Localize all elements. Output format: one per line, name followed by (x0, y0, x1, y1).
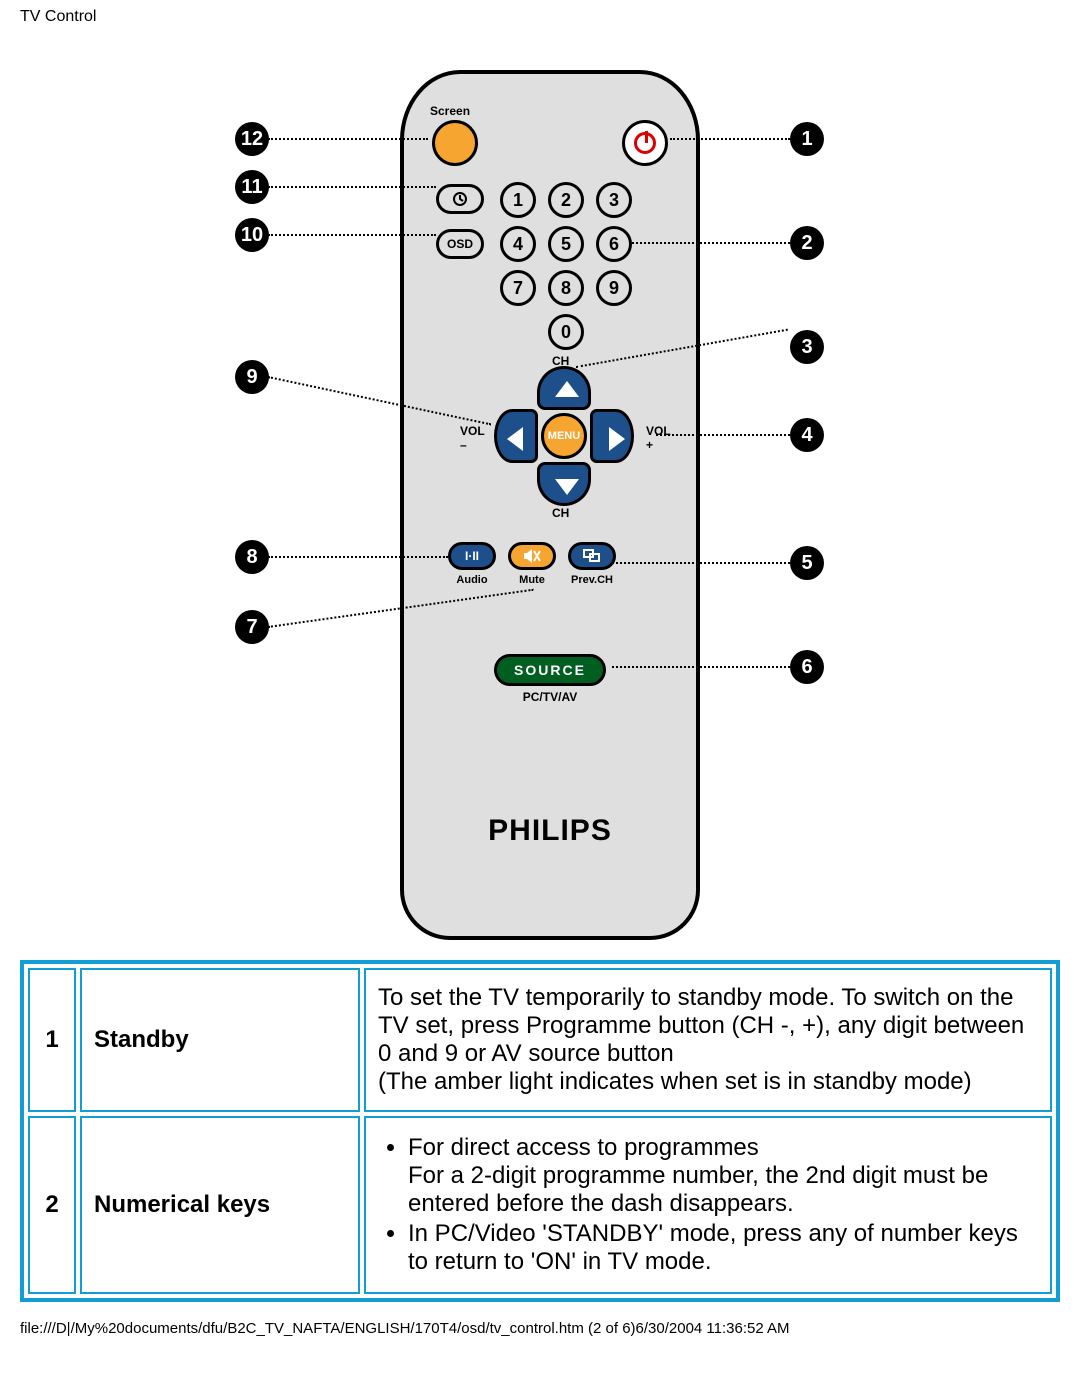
numkey-4: 4 (500, 226, 536, 262)
row-number: 2 (28, 1116, 76, 1294)
numkey-3: 3 (596, 182, 632, 218)
mute-button (508, 542, 556, 570)
numkey-2: 2 (548, 182, 584, 218)
leader-line (656, 434, 790, 436)
osd-button: OSD (436, 229, 484, 259)
nav-cluster: MENU (494, 366, 634, 506)
brand-logo: PHILIPS (404, 814, 696, 848)
table-row: 2 Numerical keys For direct access to pr… (28, 1116, 1052, 1294)
page-footer: file:///D|/My%20documents/dfu/B2C_TV_NAF… (0, 1302, 1080, 1347)
clock-button (436, 184, 484, 214)
numkey-9: 9 (596, 270, 632, 306)
callout-9: 9 (235, 360, 269, 394)
callout-8: 8 (235, 540, 269, 574)
audio-button: I·II (448, 542, 496, 570)
callout-11: 11 (235, 170, 269, 204)
callout-1: 1 (790, 122, 824, 156)
row-number: 1 (28, 968, 76, 1112)
numkey-0: 0 (548, 314, 584, 350)
numkey-7: 7 (500, 270, 536, 306)
leader-line (268, 138, 428, 140)
screen-label: Screen (430, 104, 470, 118)
nav-left-button (494, 409, 538, 463)
row-description: To set the TV temporarily to standby mod… (364, 968, 1052, 1112)
menu-button: MENU (541, 413, 587, 459)
callout-7: 7 (235, 610, 269, 644)
table-row: 1 Standby To set the TV temporarily to s… (28, 968, 1052, 1112)
ch-down-label: CH (552, 506, 569, 520)
leader-line (670, 138, 790, 140)
numkey-6: 6 (596, 226, 632, 262)
audio-label: Audio (442, 574, 502, 586)
leader-line (632, 242, 790, 244)
callout-4: 4 (790, 418, 824, 452)
callout-12: 12 (235, 122, 269, 156)
source-button: SOURCE (494, 654, 606, 686)
power-button (622, 120, 668, 166)
callout-6: 6 (790, 650, 824, 684)
prevch-button (568, 542, 616, 570)
prevch-label: Prev.CH (562, 574, 622, 586)
nav-right-button (590, 409, 634, 463)
clock-icon (452, 191, 468, 207)
mute-label: Mute (502, 574, 562, 586)
description-table: 1 Standby To set the TV temporarily to s… (20, 960, 1060, 1302)
vol-minus-label: VOL– (460, 424, 485, 452)
callout-3: 3 (790, 330, 824, 364)
leader-line (612, 666, 790, 668)
power-icon (634, 132, 656, 154)
leader-line (612, 562, 790, 564)
audio-icon: I·II (465, 549, 479, 563)
leader-line (268, 556, 448, 558)
prevch-icon (582, 548, 602, 564)
row-name: Numerical keys (80, 1116, 360, 1294)
page-header: TV Control (0, 0, 1080, 30)
row-description: For direct access to programmesFor a 2-d… (364, 1116, 1052, 1294)
nav-up-button (537, 366, 591, 410)
numkey-1: 1 (500, 182, 536, 218)
remote-body: Screen OSD 1 2 3 4 5 6 7 8 9 0 CH CH VOL… (400, 70, 700, 940)
callout-10: 10 (235, 218, 269, 252)
numkey-5: 5 (548, 226, 584, 262)
leader-line (268, 186, 436, 188)
callout-2: 2 (790, 226, 824, 260)
leader-line (268, 234, 436, 236)
nav-down-button (537, 462, 591, 506)
remote-diagram: 1 2 3 4 5 6 12 11 10 9 8 7 Screen OSD 1 … (0, 30, 1080, 960)
source-label: PC/TV/AV (494, 690, 606, 704)
mute-icon (523, 549, 541, 563)
row-name: Standby (80, 968, 360, 1112)
numkey-8: 8 (548, 270, 584, 306)
callout-5: 5 (790, 546, 824, 580)
screen-button (432, 120, 478, 166)
vol-plus-label: VOL+ (646, 424, 671, 452)
